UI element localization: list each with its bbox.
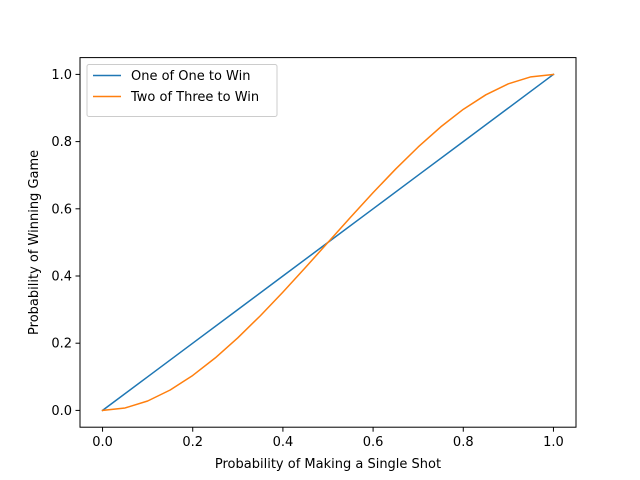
x-tick-label: 0.4 xyxy=(273,435,294,450)
y-tick-label: 0.2 xyxy=(51,337,72,352)
y-tick-label: 0.0 xyxy=(51,404,72,419)
x-axis-label: Probability of Making a Single Shot xyxy=(215,457,441,472)
y-tick-label: 0.8 xyxy=(51,135,72,150)
legend-label-1: One of One to Win xyxy=(131,69,250,84)
y-tick-label: 1.0 xyxy=(51,68,72,83)
y-tick-label: 0.6 xyxy=(51,202,72,217)
y-tick-label: 0.4 xyxy=(51,270,72,285)
x-tick-label: 0.0 xyxy=(92,435,113,450)
x-tick-label: 1.0 xyxy=(543,435,564,450)
x-tick-label: 0.8 xyxy=(453,435,474,450)
legend-box xyxy=(86,64,278,117)
plot-frame xyxy=(79,57,577,428)
y-axis-label: Probability of Winning Game xyxy=(27,150,42,335)
series-layer xyxy=(101,73,555,412)
legend: One of One to Win Two of Three to Win xyxy=(86,64,278,117)
x-axis-ticks: 0.0 0.2 0.4 0.6 0.8 1.0 xyxy=(92,427,564,450)
x-tick-label: 0.6 xyxy=(363,435,384,450)
series-line-2 xyxy=(101,73,555,412)
y-axis-ticks: 0.0 0.2 0.4 0.6 0.8 1.0 xyxy=(51,68,80,419)
legend-label-2: Two of Three to Win xyxy=(130,90,259,105)
x-tick-label: 0.2 xyxy=(182,435,203,450)
